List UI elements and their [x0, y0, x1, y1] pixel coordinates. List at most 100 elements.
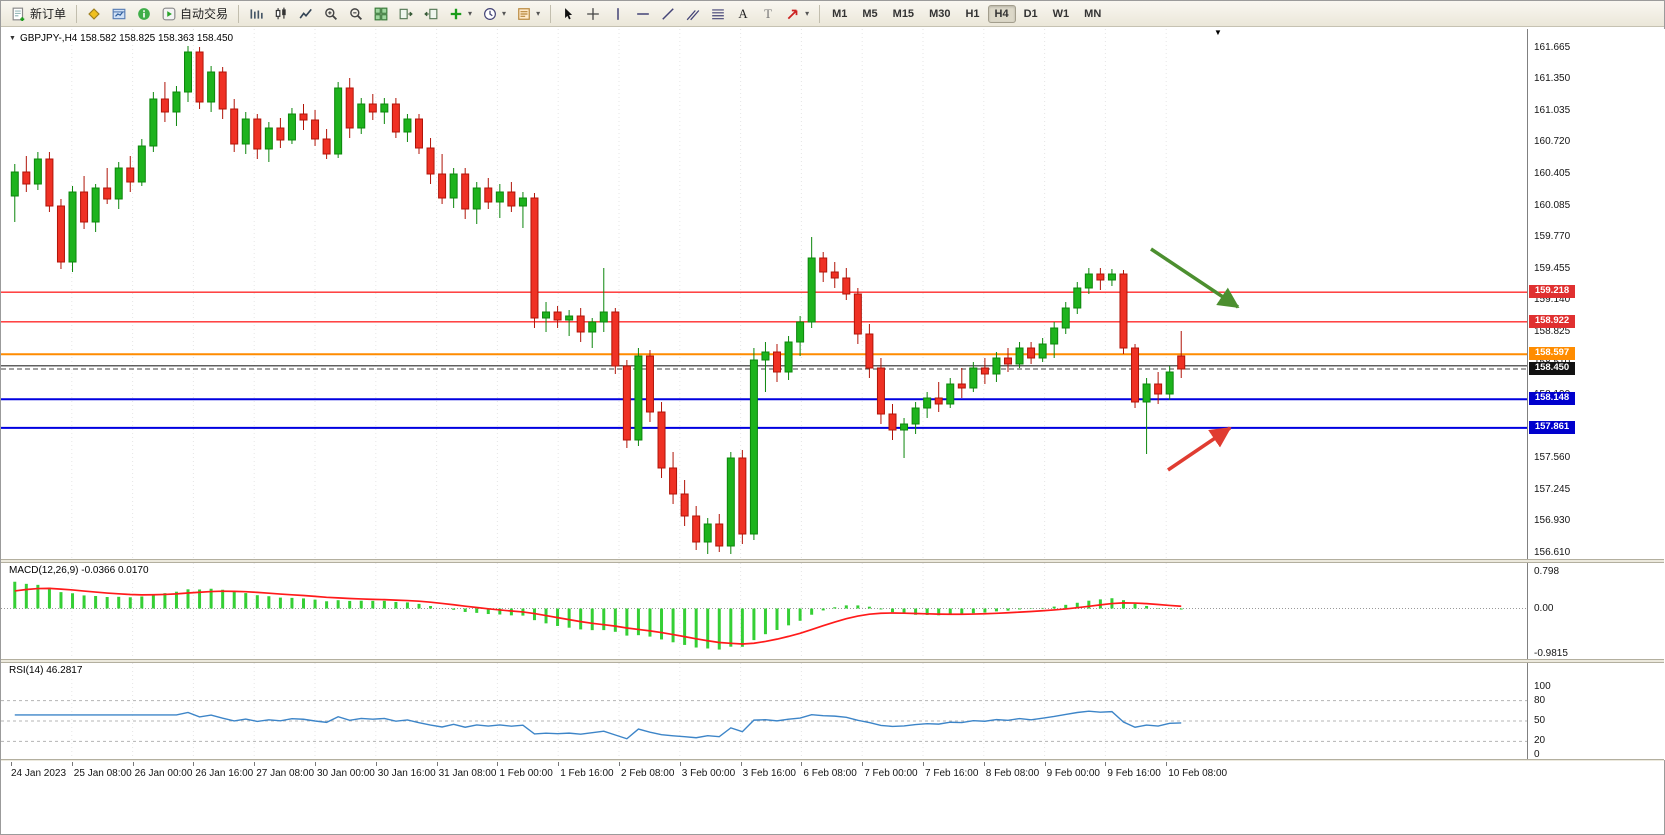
data-window-button[interactable]: [132, 4, 156, 24]
time-axis-label: 7 Feb 00:00: [864, 768, 918, 779]
candle: [530, 197, 539, 319]
ea-icon: [87, 7, 101, 21]
timeframe-w1-button[interactable]: W1: [1046, 5, 1077, 23]
time-tick: [740, 762, 742, 766]
time-axis-label: 27 Jan 08:00: [256, 768, 315, 779]
candle: [253, 118, 262, 150]
timeframe-d1-button[interactable]: D1: [1017, 5, 1045, 23]
new-order-button-label: 新订单: [30, 7, 67, 21]
macd-axis-label: -0.9815: [1534, 647, 1568, 659]
bars-icon: [249, 7, 263, 21]
price-axis[interactable]: 161.665 161.350 161.035 160.720 160.405 160.0…: [1527, 29, 1665, 760]
time-tick: [193, 762, 195, 766]
text-label-button[interactable]: T: [756, 4, 780, 24]
candle: [80, 191, 89, 223]
candle: [495, 191, 504, 203]
chart-shift-marker[interactable]: ▼: [1214, 28, 1222, 37]
equidistant-channel-button[interactable]: [681, 4, 705, 24]
green-down-arrow[interactable]: [1150, 247, 1240, 309]
dropdown-caret-icon[interactable]: ▾: [805, 9, 810, 18]
time-axis[interactable]: 24 Jan 2023 25 Jan 08:00 26 Jan 00:00 26 Ja…: [1, 762, 1527, 786]
price-marker-158.148[interactable]: 158.148: [1529, 392, 1575, 406]
expert-advisors-button[interactable]: [82, 4, 106, 24]
timeframe-m15-button-label: M15: [892, 7, 915, 20]
chart-shift-button[interactable]: [419, 4, 443, 24]
bar-chart-button[interactable]: [244, 4, 268, 24]
candle: [611, 311, 620, 367]
fibonacci-button[interactable]: [706, 4, 730, 24]
rsi-axis-label: 100: [1534, 681, 1551, 692]
svg-text:A: A: [738, 7, 748, 21]
candlestick-chart-button[interactable]: [269, 4, 293, 24]
new-order-button[interactable]: 新订单: [7, 2, 71, 25]
periods-button[interactable]: ▾: [478, 4, 511, 24]
candle: [542, 311, 551, 319]
red-up-arrow[interactable]: [1167, 426, 1232, 472]
trend-icon: [661, 7, 675, 21]
text-a-icon: A: [736, 7, 750, 21]
pane-splitter[interactable]: [1, 659, 1664, 663]
candle: [1003, 357, 1012, 365]
dropdown-caret-icon[interactable]: ▾: [536, 9, 541, 18]
timeframe-m15-button[interactable]: M15: [886, 5, 921, 23]
time-tick: [436, 762, 438, 766]
dropdown-caret-icon[interactable]: ▾: [468, 9, 473, 18]
chart-collapse-icon[interactable]: ▼: [9, 35, 16, 42]
candles-icon: [274, 7, 288, 21]
autotrading-button-label: 自动交易: [180, 7, 229, 21]
price-marker-159.218[interactable]: 159.218: [1529, 285, 1575, 299]
candle: [10, 171, 19, 197]
time-tick: [619, 762, 620, 766]
candle: [830, 271, 839, 279]
text-button[interactable]: A: [731, 4, 755, 24]
indicators-button[interactable]: ▾: [444, 4, 477, 24]
dropdown-caret-icon[interactable]: ▾: [502, 9, 507, 18]
timeframe-h1-button[interactable]: H1: [958, 5, 986, 23]
market-watch-button[interactable]: [107, 4, 131, 24]
candle: [172, 91, 181, 113]
candle: [380, 103, 389, 113]
timeframe-h4-button[interactable]: H4: [987, 4, 1016, 23]
crosshair-button[interactable]: [581, 4, 605, 24]
price-axis-label: 156.610: [1534, 547, 1571, 558]
candle: [761, 351, 770, 361]
macd-pane[interactable]: [1, 563, 1527, 659]
price-marker-158.450[interactable]: 158.450: [1529, 362, 1575, 375]
trendline-button[interactable]: [656, 4, 680, 24]
timeframe-mn-button[interactable]: MN: [1077, 5, 1108, 23]
candles-layer: [10, 46, 1186, 554]
timeframe-m1-button[interactable]: M1: [825, 5, 854, 23]
tile-windows-button[interactable]: [369, 4, 393, 24]
zoom-in-button[interactable]: [319, 4, 343, 24]
candle: [796, 321, 805, 343]
price-marker-158.597[interactable]: 158.597: [1529, 347, 1575, 361]
line-chart-button[interactable]: [294, 4, 318, 24]
timeframe-m5-button[interactable]: M5: [855, 5, 884, 23]
auto-scroll-button[interactable]: [394, 4, 418, 24]
zoom-out-button[interactable]: [344, 4, 368, 24]
candle: [992, 357, 1001, 375]
time-tick: [923, 762, 924, 766]
hlines-layer[interactable]: [1, 291, 1527, 429]
templates-button[interactable]: ▾: [512, 4, 545, 24]
time-tick: [375, 762, 377, 766]
price-marker-158.922[interactable]: 158.922: [1529, 314, 1575, 328]
candle: [184, 51, 193, 93]
arrows-button[interactable]: ▾: [781, 4, 814, 24]
rsi-pane[interactable]: [1, 663, 1527, 759]
pane-splitter[interactable]: [1, 559, 1664, 563]
candle: [391, 103, 400, 133]
timeframe-m30-button[interactable]: M30: [922, 5, 957, 23]
autotrading-button[interactable]: 自动交易: [157, 2, 233, 25]
time-axis-label: 8 Feb 08:00: [985, 768, 1040, 779]
vertical-line-button[interactable]: [606, 4, 630, 24]
horizontal-line-button[interactable]: [631, 4, 655, 24]
main-price-pane[interactable]: [1, 29, 1527, 559]
price-marker-157.861[interactable]: 157.861: [1529, 420, 1575, 434]
price-axis-label: 160.085: [1534, 199, 1571, 211]
time-axis-label: 31 Jan 08:00: [438, 768, 497, 779]
cursor-button[interactable]: [556, 4, 580, 24]
time-axis-label: 1 Feb 00:00: [499, 768, 553, 779]
time-tick: [254, 762, 256, 766]
candle: [911, 407, 920, 425]
